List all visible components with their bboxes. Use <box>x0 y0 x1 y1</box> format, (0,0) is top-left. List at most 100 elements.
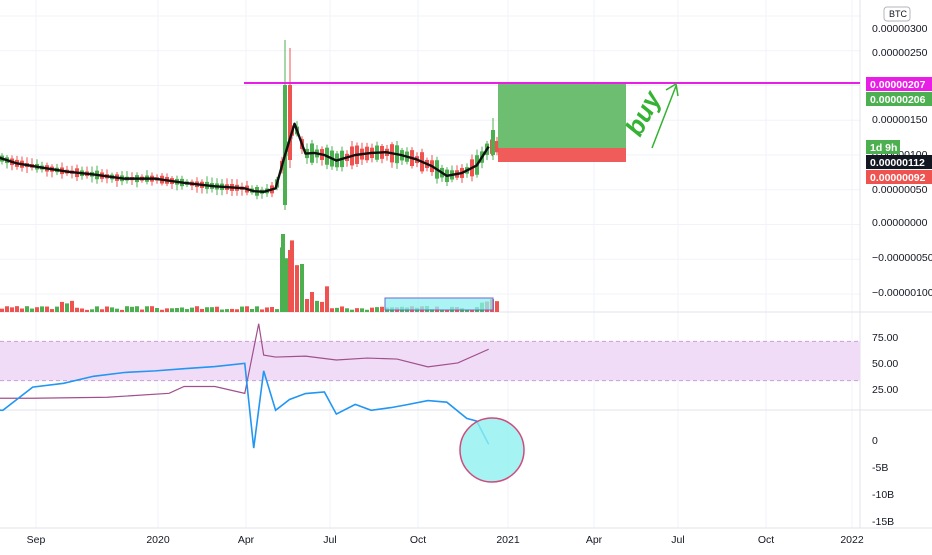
volume-panel <box>0 234 499 312</box>
price-tick-5: 0.00000050 <box>872 184 928 196</box>
price-tick-1: 0.00000250 <box>872 47 928 59</box>
volume-bar-0 <box>0 308 4 312</box>
volume-bar-32 <box>160 309 164 312</box>
volume-bar-43 <box>215 306 219 312</box>
volume-spike-1 <box>288 250 292 312</box>
countdown-label: 1d 9h <box>870 142 897 154</box>
time-tick-8: Oct <box>758 534 774 546</box>
time-tick-0: Sep <box>27 534 46 546</box>
volume-bar-65 <box>325 286 329 312</box>
volume-bar-63 <box>315 300 319 312</box>
volume-bar-71 <box>355 308 359 312</box>
volume-bar-30 <box>150 306 154 312</box>
indicator-lines <box>0 122 860 449</box>
obv-tick-3: -15B <box>872 516 894 528</box>
stop-price-label: 0.00000092 <box>870 172 926 184</box>
candle-body-102 <box>491 130 495 155</box>
volume-spike-3 <box>310 292 314 312</box>
volume-bar-29 <box>145 306 149 312</box>
volume-bar-52 <box>260 309 264 312</box>
obv-tick-0: 0 <box>872 435 878 447</box>
time-tick-6: Apr <box>586 534 603 546</box>
volume-bar-68 <box>340 306 344 312</box>
candle-body-101 <box>288 85 292 160</box>
currency-badge <box>883 6 911 22</box>
obv-highlight-circle <box>459 417 525 483</box>
rsi-band <box>0 341 860 381</box>
rsi-tick-1: 50.00 <box>872 358 898 370</box>
volume-bar-86 <box>430 309 434 312</box>
target-zone <box>498 84 626 148</box>
volume-bar-74 <box>370 307 374 312</box>
volume-bar-88 <box>440 309 444 312</box>
volume-bar-22 <box>110 307 114 312</box>
volume-bar-9 <box>45 306 49 312</box>
volume-bar-17 <box>85 309 89 312</box>
rsi-tick-0: 75.00 <box>872 332 898 344</box>
price-candles <box>0 40 499 210</box>
rsi-line <box>0 323 489 399</box>
grid-lines <box>0 0 860 528</box>
volume-bar-7 <box>35 307 39 312</box>
obv-tick-2: -10B <box>872 489 894 501</box>
volume-bar-10 <box>50 309 54 312</box>
candle-body-99 <box>495 140 499 153</box>
stop-zone <box>498 148 626 162</box>
volume-bar-38 <box>190 307 194 312</box>
candle-body-100 <box>283 85 287 205</box>
volume-bar-11 <box>55 306 59 312</box>
stop-price-label-bg <box>866 170 932 184</box>
volume-bar-20 <box>100 309 104 312</box>
resistance-price-label: 0.00000207 <box>870 79 926 91</box>
volume-bar-13 <box>65 303 69 312</box>
volume-bar-48 <box>240 306 244 312</box>
time-axis[interactable]: Sep 2020 Apr Jul Oct 2021 Apr Jul Oct 2022 <box>27 534 864 546</box>
volume-bar-40 <box>200 308 204 312</box>
volume-bar-47 <box>235 309 239 312</box>
volume-bar-45 <box>225 309 229 312</box>
trade-zones <box>244 82 860 162</box>
rsi-tick-2: 25.00 <box>872 384 898 396</box>
volume-bar-54 <box>270 307 274 312</box>
price-tick-8: −0.00000100 <box>872 287 932 299</box>
countdown-label-bg <box>866 140 900 154</box>
volume-bar-28 <box>140 309 144 312</box>
volume-bar-14 <box>70 300 74 312</box>
volume-bar-76 <box>380 306 384 312</box>
price-axis[interactable]: 0.000003000.000002500.000002000.00000150… <box>866 6 932 528</box>
obv-line <box>0 362 490 449</box>
volume-bar-35 <box>175 308 179 312</box>
volume-bar-67 <box>335 307 339 312</box>
volume-bar-53 <box>265 307 269 312</box>
volume-bar-41 <box>205 307 209 312</box>
buy-arrow-head <box>665 82 679 97</box>
volume-bar-50 <box>250 309 254 312</box>
volume-bar-34 <box>170 308 174 312</box>
volume-bar-2 <box>10 307 14 312</box>
time-tick-7: Jul <box>671 534 684 546</box>
volume-highlight-box <box>384 297 494 311</box>
volume-bar-51 <box>255 306 259 312</box>
volume-bar-3 <box>15 306 19 312</box>
volume-bar-6 <box>30 308 34 312</box>
volume-bar-73 <box>365 309 369 312</box>
volume-bar-69 <box>345 308 349 312</box>
price-tick-3: 0.00000150 <box>872 114 928 126</box>
volume-bar-42 <box>210 307 214 312</box>
volume-bar-49 <box>245 306 249 312</box>
time-tick-1: 2020 <box>146 534 170 546</box>
volume-spike-0 <box>281 234 285 312</box>
volume-bar-59 <box>295 265 299 312</box>
volume-bar-25 <box>125 306 129 312</box>
volume-bar-5 <box>25 306 29 312</box>
time-tick-5: 2021 <box>496 534 520 546</box>
currency-badge-text: BTC <box>889 9 908 19</box>
volume-bar-31 <box>155 308 159 312</box>
price-close-line <box>0 122 490 194</box>
volume-bar-26 <box>130 306 134 312</box>
last-price-label: 0.00000112 <box>870 157 925 169</box>
price-tick-6: 0.00000000 <box>872 217 928 229</box>
volume-bar-1 <box>5 306 9 312</box>
last-price-label-bg <box>866 155 932 169</box>
